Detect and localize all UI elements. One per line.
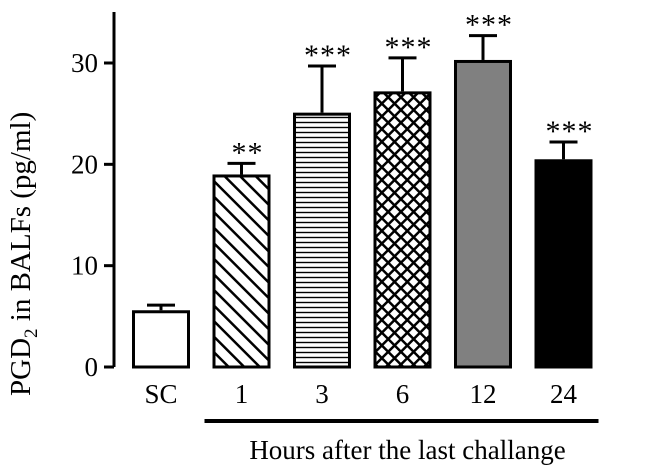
bar-3 xyxy=(293,112,351,369)
y-tick-label: 20 xyxy=(71,149,98,179)
significance-marker: *** xyxy=(385,31,433,64)
significance-markers: ***** ********* xyxy=(232,9,594,170)
significance-marker: *** xyxy=(304,39,352,72)
y-tick-label: 10 xyxy=(71,251,98,281)
bars xyxy=(132,34,593,369)
y-axis-label: PGD2 in BALFs (pg/ml) xyxy=(5,112,42,396)
y-tick-label: 0 xyxy=(85,352,99,382)
y-axis-ticks: 0 10 20 30 xyxy=(71,48,114,382)
bar-12 xyxy=(454,59,512,369)
bar-24 xyxy=(534,159,593,369)
y-axis-label-rest: in BALFs (pg/ml) xyxy=(5,112,37,329)
category-label: 3 xyxy=(315,379,329,409)
y-axis-label-subscript: 2 xyxy=(21,328,42,338)
x-axis-label: Hours after the last challange xyxy=(249,435,565,465)
category-labels: SC 1 3 6 12 24 xyxy=(144,379,577,409)
category-label: SC xyxy=(144,379,177,409)
y-axis-label-main: PGD xyxy=(5,338,37,396)
bar-1 xyxy=(212,174,271,369)
significance-marker: *** xyxy=(465,9,513,42)
category-label: 12 xyxy=(470,379,497,409)
category-label: 1 xyxy=(235,379,249,409)
significance-marker: *** xyxy=(546,115,594,148)
y-tick-label: 30 xyxy=(71,48,98,78)
significance-marker: ** xyxy=(232,136,264,169)
bar-SC xyxy=(132,310,190,369)
category-label: 6 xyxy=(396,379,410,409)
bar-6 xyxy=(373,91,432,369)
category-label: 24 xyxy=(550,379,578,409)
